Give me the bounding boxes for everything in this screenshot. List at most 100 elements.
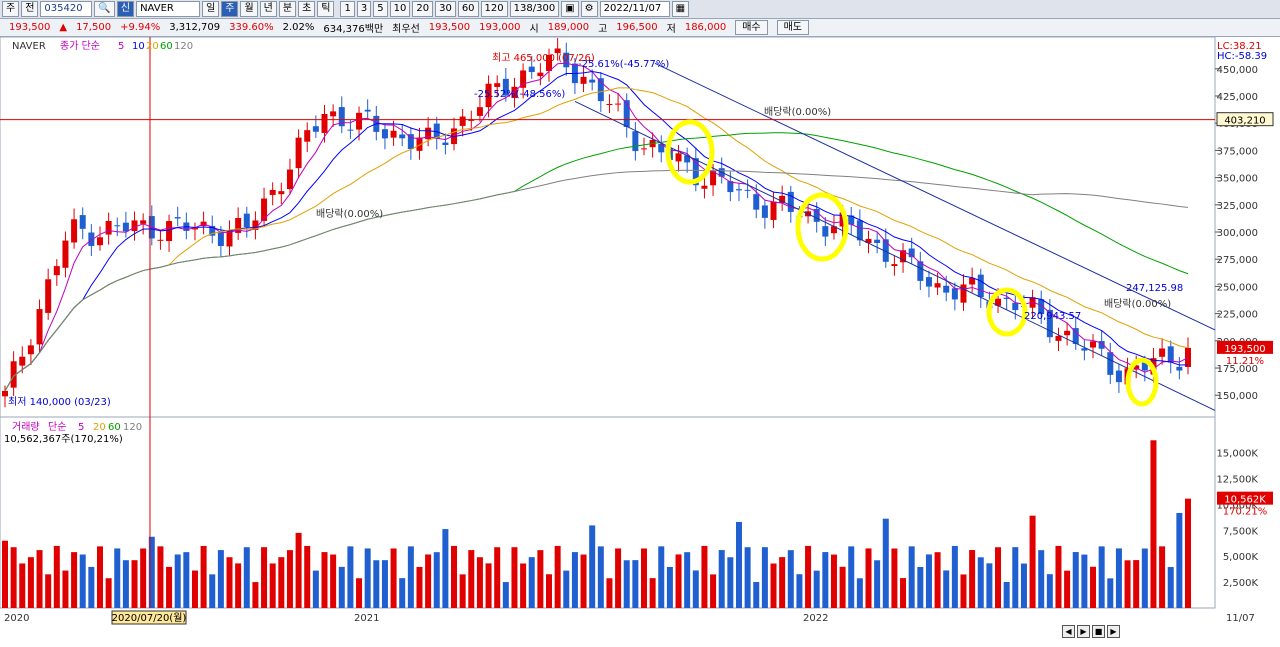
candle-body: [312, 126, 319, 132]
sell-button[interactable]: 매도: [776, 20, 809, 35]
volume-legend-name: 거래량: [12, 421, 40, 433]
volume-bar: [839, 566, 846, 608]
volume-bar: [451, 545, 458, 608]
interval-button[interactable]: 1: [340, 1, 355, 17]
interval-button[interactable]: 60: [457, 1, 479, 17]
volume-bar: [1029, 515, 1036, 608]
candle-body: [1055, 335, 1062, 341]
change: 17,500: [76, 22, 112, 33]
candle-body: [623, 100, 630, 127]
ma-line-5: [4, 62, 1189, 392]
volume-bar: [71, 552, 78, 608]
candle-body: [710, 171, 717, 186]
interval-button[interactable]: 120: [480, 1, 508, 17]
interval-button[interactable]: 3: [356, 1, 372, 17]
volume-bar: [960, 574, 967, 608]
volume-bar: [1133, 560, 1140, 608]
volume-bar: [19, 563, 26, 608]
price-tick-label: 425,000: [1217, 92, 1258, 103]
interval-button[interactable]: 5: [373, 1, 388, 17]
candle-body: [425, 127, 432, 140]
period-button[interactable]: 분: [278, 1, 297, 17]
buy-button[interactable]: 매수: [735, 20, 768, 35]
annotation-point1: 220,943.57: [1024, 311, 1081, 322]
period-button[interactable]: 일: [202, 1, 220, 17]
volume-bar: [666, 566, 673, 608]
chart-type-select[interactable]: 주: [2, 1, 20, 17]
count-field[interactable]: 138/300: [509, 1, 560, 17]
volume-bar: [675, 554, 682, 608]
interval-button[interactable]: 30: [435, 1, 456, 17]
candle-body: [900, 250, 907, 263]
low-label: 저: [666, 24, 676, 35]
volume-bar: [1124, 560, 1131, 608]
price-legend-ma: 60: [160, 41, 173, 52]
volume-bar: [304, 545, 311, 608]
interval-button[interactable]: 10: [389, 1, 411, 17]
end-icon[interactable]: ▶: [1107, 625, 1120, 638]
interval-button[interactable]: 20: [412, 1, 434, 17]
ma-line-20: [4, 87, 1189, 392]
price-tick-label: 175,000: [1217, 364, 1258, 375]
save-icon[interactable]: ▣: [561, 1, 579, 17]
scroll-left-icon[interactable]: ◀: [1062, 625, 1075, 638]
volume-bar: [217, 550, 224, 608]
scope-select[interactable]: 전: [21, 1, 39, 17]
candle-body: [908, 248, 915, 258]
volume-bar: [1115, 548, 1122, 608]
best-label: 최우선: [392, 24, 420, 35]
stock-chart[interactable]: 450,000425,000400,000375,000350,000325,0…: [0, 37, 1280, 647]
candle-body: [925, 277, 932, 287]
volume-bar: [934, 552, 941, 608]
stock-code-input[interactable]: 035420: [40, 1, 93, 17]
candle-body: [1115, 370, 1122, 383]
volume-bar: [511, 547, 518, 608]
crosshair-price-label: 403,210: [1224, 116, 1265, 127]
volume-bar: [744, 547, 751, 608]
candle-body: [753, 194, 760, 210]
turnover: 2.02%: [282, 22, 315, 33]
volume-bar: [425, 554, 432, 608]
volume-bar: [692, 570, 699, 608]
volume-bar: [381, 560, 388, 608]
volume-bar: [640, 548, 647, 608]
candle-body: [969, 277, 976, 285]
stop-icon[interactable]: ■: [1092, 625, 1105, 638]
volume-bar: [243, 547, 250, 608]
calendar-icon[interactable]: ▦: [671, 1, 690, 17]
volume-bar: [701, 545, 708, 608]
price-tick-label: 350,000: [1217, 174, 1258, 185]
candle-body: [977, 274, 984, 298]
period-button[interactable]: 주: [221, 1, 239, 17]
search-icon[interactable]: 🔍: [94, 1, 115, 17]
volume-bar: [338, 566, 345, 608]
volume-bar: [1167, 567, 1174, 608]
volume-bar: [131, 560, 138, 608]
volume-bar: [321, 552, 328, 608]
volume-bar: [1141, 548, 1148, 608]
settings-icon[interactable]: ⚙: [580, 1, 598, 17]
candle-body: [1098, 341, 1105, 349]
volume-bar: [148, 536, 155, 608]
volume-bar: [718, 550, 725, 608]
candle-body: [563, 52, 570, 68]
volume-legend-sma: 단순: [48, 421, 66, 433]
scroll-right-icon[interactable]: ▶: [1077, 625, 1090, 638]
period-button[interactable]: 년: [259, 1, 277, 17]
period-button[interactable]: 월: [240, 1, 258, 17]
date-field[interactable]: 2022/11/07: [599, 1, 670, 17]
volume-bar: [45, 574, 52, 608]
hc-label: HC:-58.39: [1217, 51, 1267, 62]
candle-body: [485, 83, 492, 108]
volume-bar: [356, 578, 363, 608]
candle-body: [1064, 330, 1071, 336]
volume-legend-period: 120: [123, 422, 142, 433]
candle-body: [88, 232, 95, 246]
period-button[interactable]: 초: [298, 1, 316, 17]
price-legend-ma: 120: [174, 41, 193, 52]
period-button[interactable]: 틱: [317, 1, 335, 17]
candle-body: [606, 104, 613, 106]
current-volume-box: [1217, 491, 1273, 505]
price-tick-label: 375,000: [1217, 146, 1258, 157]
volume-bar: [286, 550, 293, 608]
